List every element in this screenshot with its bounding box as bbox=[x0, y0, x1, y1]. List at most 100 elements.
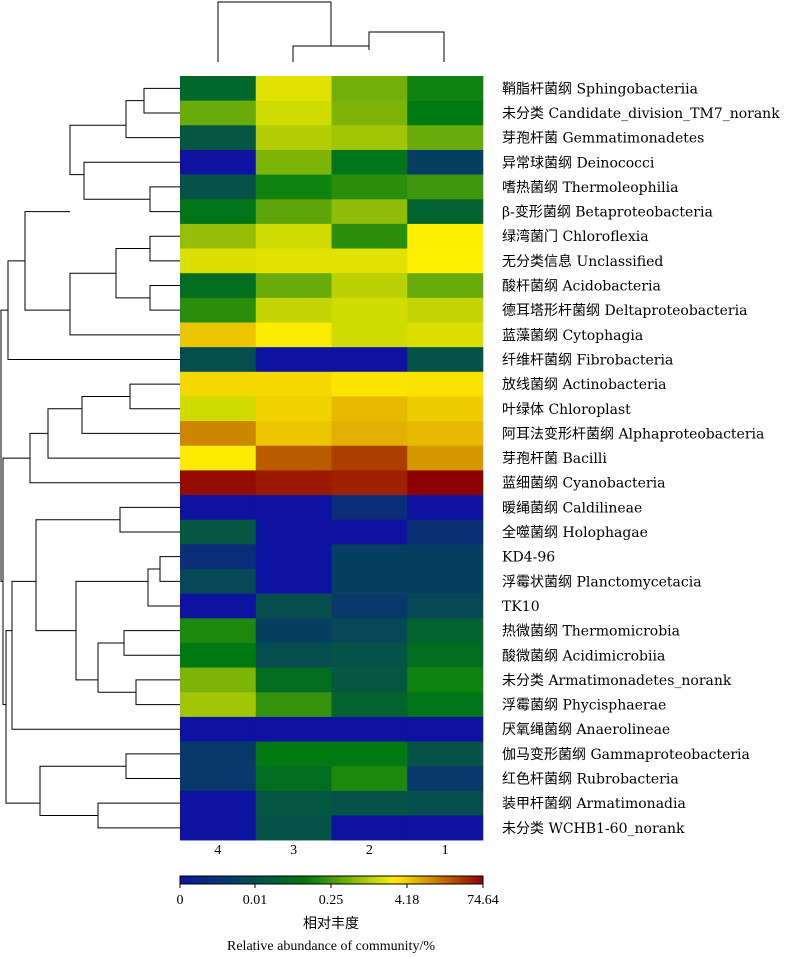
colorbar-ticks: 0 0.01 0.25 4.18 74.64 bbox=[177, 884, 499, 908]
heatmap-cell bbox=[180, 223, 257, 249]
heatmap-cell bbox=[407, 445, 484, 471]
column-label: 1 bbox=[442, 843, 449, 858]
heatmap-cell bbox=[407, 76, 484, 101]
heatmap-cell bbox=[331, 396, 408, 422]
colorbar-label-en: Relative abundance of community/% bbox=[227, 939, 435, 954]
heatmap-cell bbox=[407, 199, 484, 225]
heatmap-cell bbox=[407, 495, 484, 520]
heatmap-cell bbox=[331, 716, 408, 742]
heatmap-cell bbox=[180, 790, 257, 816]
heatmap-cell bbox=[407, 618, 484, 644]
dendrogram-branch bbox=[292, 45, 369, 62]
heatmap-cell bbox=[180, 766, 257, 792]
heatmap-cell bbox=[407, 149, 484, 175]
heatmap-cell bbox=[331, 149, 408, 175]
column-labels: 4 3 2 1 bbox=[214, 843, 448, 858]
heatmap-cell bbox=[407, 544, 484, 570]
row-label: 伽马变形菌纲 Gammaproteobacteria bbox=[502, 747, 750, 763]
heatmap-cell bbox=[180, 569, 257, 594]
row-label: 芽孢杆菌 Bacilli bbox=[502, 451, 607, 467]
heatmap-cell bbox=[180, 396, 257, 422]
heatmap-cell bbox=[180, 495, 257, 520]
dendrogram-branch bbox=[97, 802, 180, 829]
heatmap-cell bbox=[255, 371, 332, 397]
heatmap-cell bbox=[180, 322, 257, 348]
heatmap-cells bbox=[180, 76, 484, 841]
row-label: 未分类 Armatimonadetes_norank bbox=[502, 673, 732, 689]
row-label: KD4-96 bbox=[502, 550, 555, 566]
dendrogram-branch bbox=[125, 753, 180, 780]
heatmap-cell bbox=[180, 273, 257, 299]
heatmap-cell bbox=[255, 347, 332, 373]
heatmap-cell bbox=[331, 273, 408, 299]
row-label: 装甲杆菌纲 Armatimonadia bbox=[502, 796, 686, 812]
heatmap-cell bbox=[331, 347, 408, 373]
heatmap-cell bbox=[255, 76, 332, 101]
row-dendrogram bbox=[0, 87, 180, 829]
heatmap-cell bbox=[331, 692, 408, 718]
row-label: 蓝藻菌纲 Cytophagia bbox=[502, 328, 643, 344]
row-label: 未分类 Candidate_division_TM7_norank bbox=[502, 106, 780, 122]
heatmap-cell bbox=[255, 766, 332, 792]
heatmap-cell bbox=[180, 445, 257, 471]
row-label: 嗜热菌纲 Thermoleophilia bbox=[502, 180, 678, 196]
heatmap-cell bbox=[255, 248, 332, 274]
heatmap-cell bbox=[180, 371, 257, 397]
dendrogram-branch bbox=[39, 765, 126, 816]
row-label: 厌氧绳菌纲 Anaerolineae bbox=[502, 722, 670, 738]
dendrogram-branch bbox=[135, 679, 180, 706]
heatmap-cell bbox=[255, 470, 332, 496]
dendrogram-branch bbox=[83, 161, 180, 200]
heatmap-cell bbox=[180, 692, 257, 718]
heatmap-cell bbox=[255, 642, 332, 668]
heatmap-cell bbox=[407, 593, 484, 619]
heatmap-cell bbox=[255, 593, 332, 619]
heatmap-cell bbox=[407, 766, 484, 792]
dendrogram-branch bbox=[11, 580, 180, 730]
heatmap-cell bbox=[255, 495, 332, 520]
heatmap-cell bbox=[407, 741, 484, 767]
heatmap-cell bbox=[180, 199, 257, 225]
heatmap-cell bbox=[407, 642, 484, 668]
heatmap-cell bbox=[180, 667, 257, 693]
column-dendrogram bbox=[217, 1, 445, 62]
heatmap-cell bbox=[255, 273, 332, 299]
column-label: 4 bbox=[214, 843, 221, 858]
heatmap-cell bbox=[180, 347, 257, 373]
column-label: 2 bbox=[366, 843, 373, 858]
dendrogram-branch bbox=[35, 519, 120, 632]
dendrogram-branch bbox=[123, 630, 180, 656]
row-label: 异常球菌纲 Deinococci bbox=[502, 155, 655, 171]
dendrogram-branch bbox=[149, 235, 180, 262]
heatmap-cell bbox=[255, 667, 332, 693]
heatmap-cell bbox=[407, 174, 484, 200]
heatmap-cell bbox=[407, 470, 484, 496]
dendrogram-branch bbox=[147, 568, 180, 607]
heatmap-cell bbox=[180, 544, 257, 570]
heatmap-cell bbox=[331, 519, 408, 545]
heatmap-cell bbox=[255, 396, 332, 422]
heatmap-cell bbox=[407, 815, 484, 841]
heatmap-cell bbox=[407, 322, 484, 348]
column-label: 3 bbox=[290, 843, 297, 858]
dendrogram-branch bbox=[149, 186, 180, 213]
heatmap-cell bbox=[255, 100, 332, 126]
row-label: 酸微菌纲 Acidimicrobiia bbox=[502, 648, 665, 664]
colorbar-gradient bbox=[179, 875, 484, 885]
heatmap-cell bbox=[407, 347, 484, 373]
heatmap-cell bbox=[180, 593, 257, 619]
heatmap-cell bbox=[407, 421, 484, 447]
heatmap-cell bbox=[407, 248, 484, 274]
heatmap-cell bbox=[331, 322, 408, 348]
dendrogram-branch bbox=[5, 630, 40, 804]
heatmap-cell bbox=[407, 273, 484, 299]
row-label: 叶绿体 Chloroplast bbox=[502, 402, 631, 418]
row-label: 无分类信息 Unclassified bbox=[502, 253, 663, 270]
heatmap-cell bbox=[180, 248, 257, 274]
heatmap-cell bbox=[331, 815, 408, 841]
row-label: β-变形菌纲 Betaproteobacteria bbox=[502, 205, 713, 221]
heatmap-cell bbox=[255, 125, 332, 151]
heatmap-cell bbox=[180, 741, 257, 767]
row-label: 蓝细菌纲 Cyanobacteria bbox=[502, 476, 665, 492]
